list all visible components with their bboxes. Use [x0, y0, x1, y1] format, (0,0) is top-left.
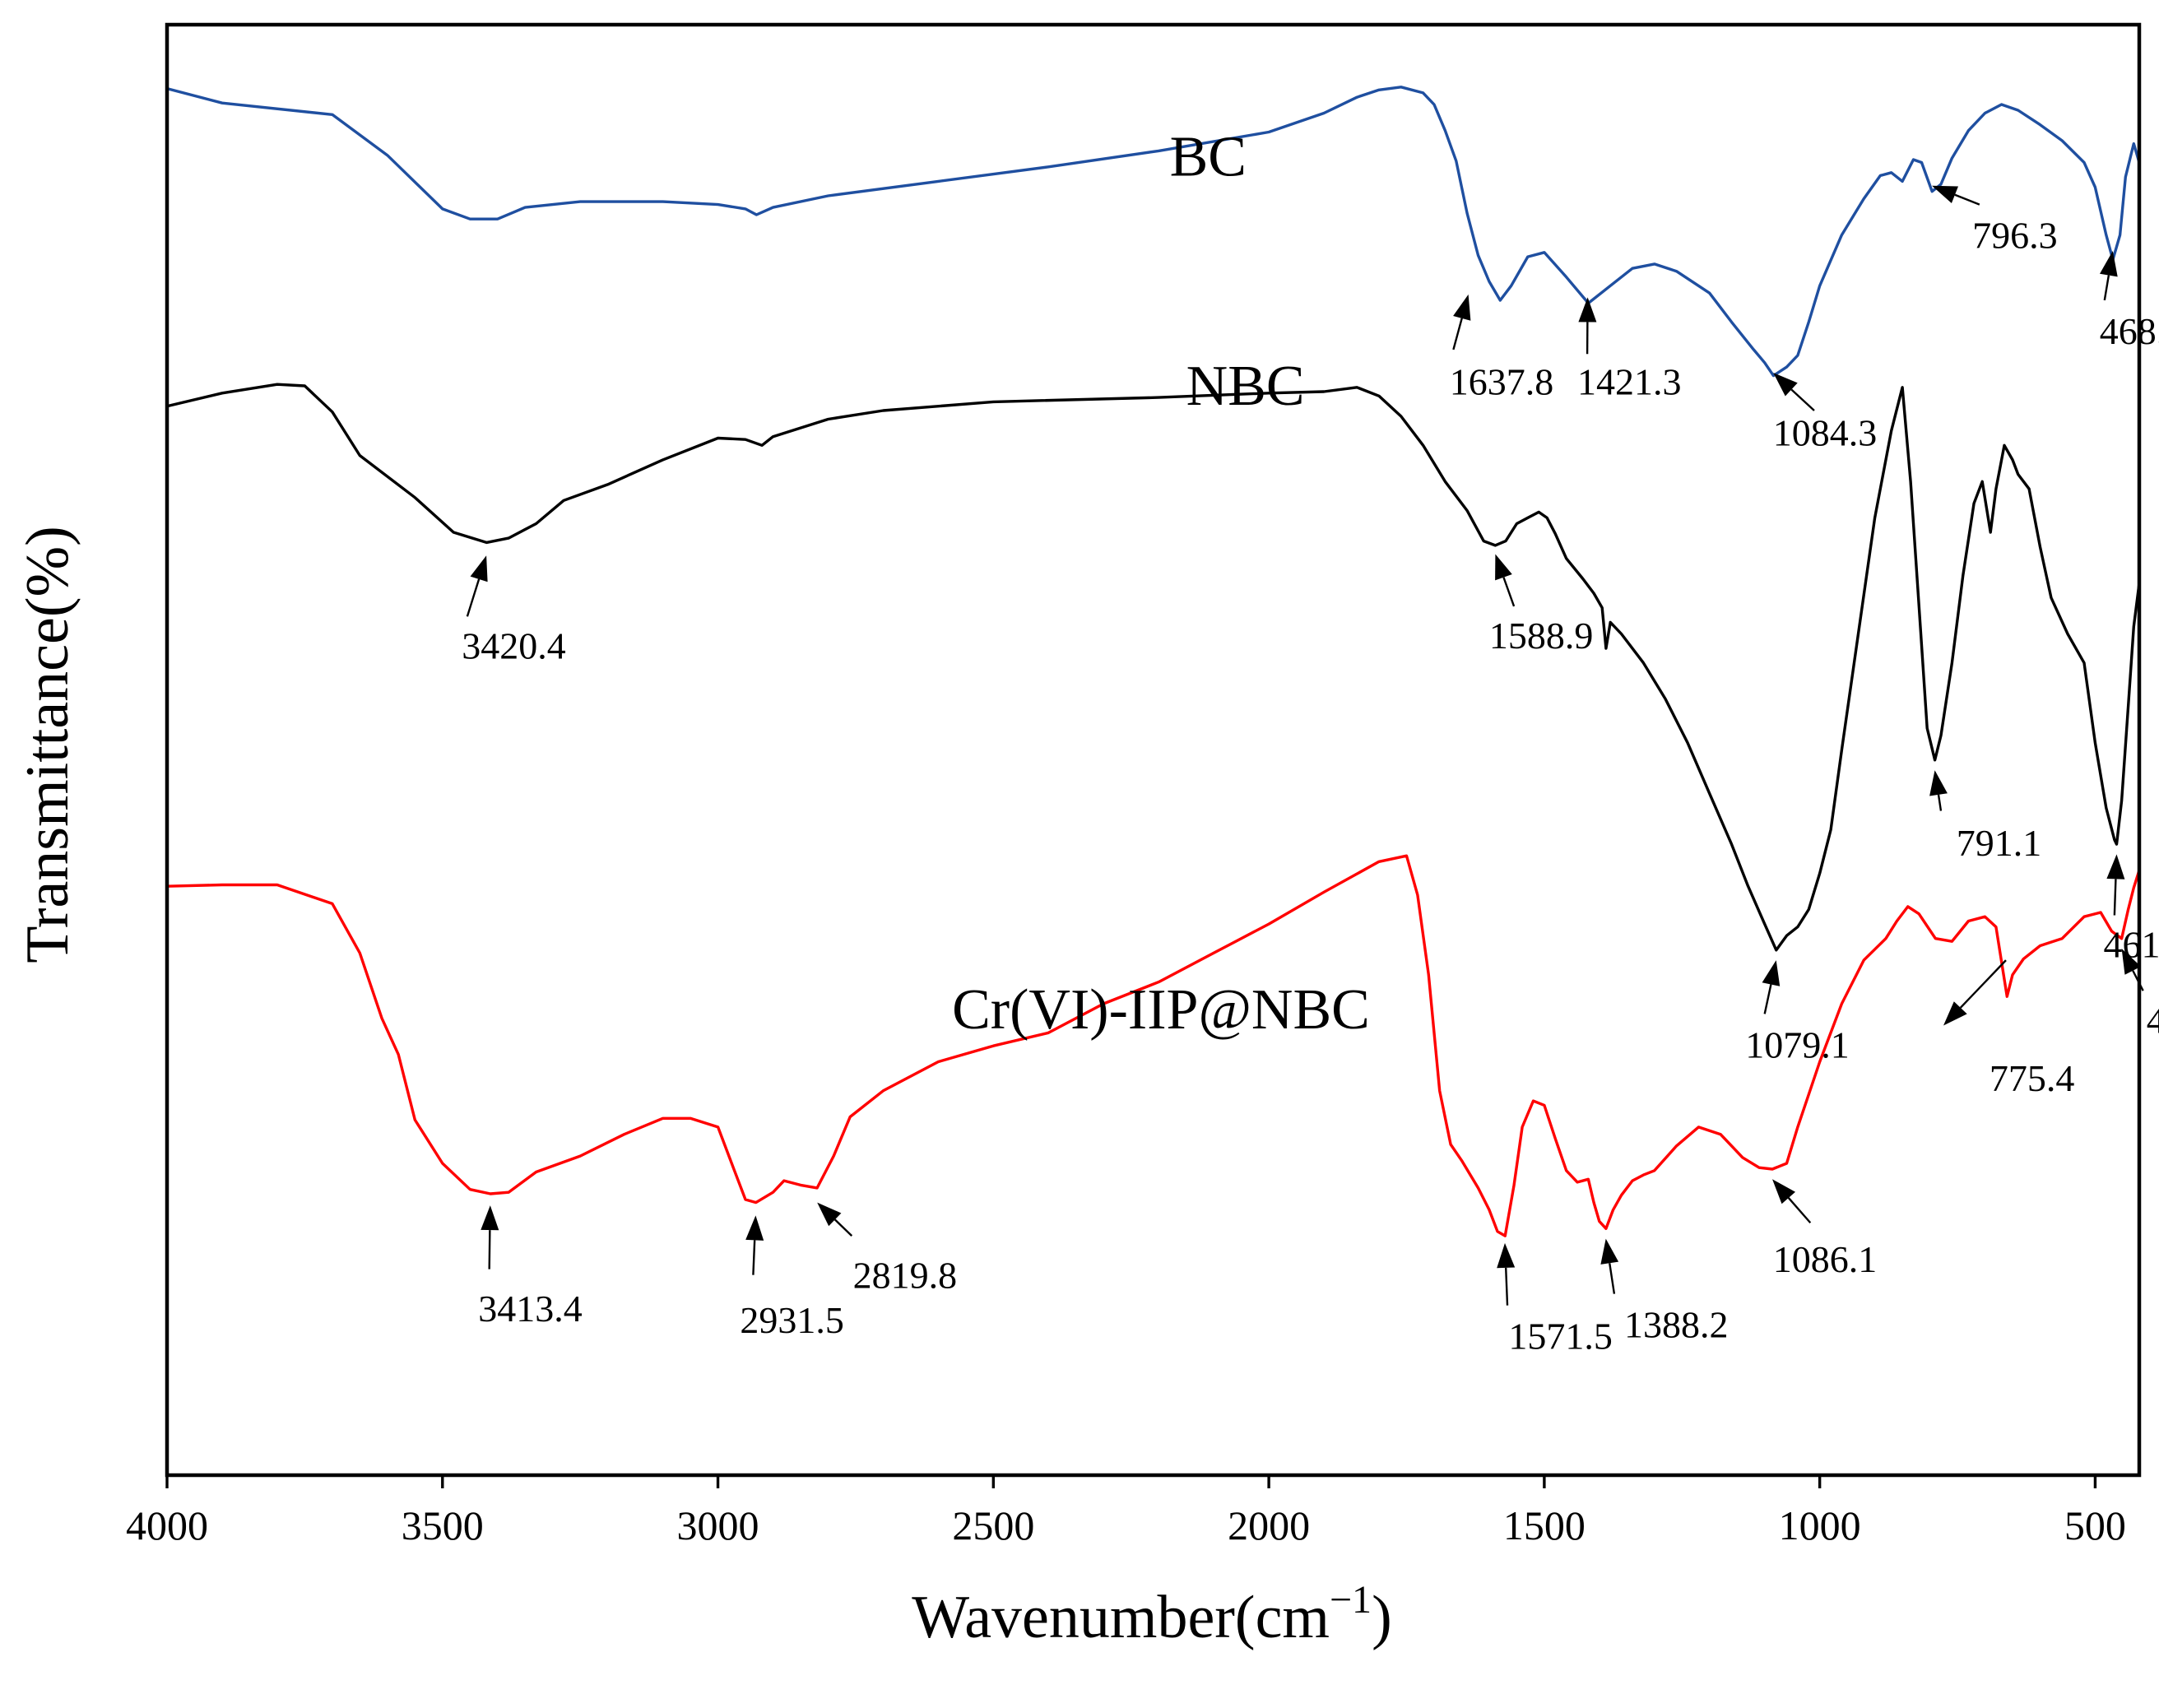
- peak-annotation-0: 1637.8: [1450, 294, 1554, 403]
- peak-label-17: 1086.1: [1773, 1238, 1878, 1280]
- x-tick-label-7: 500: [2064, 1502, 2126, 1548]
- peak-annotation-14: 2819.8: [817, 1202, 958, 1297]
- peak-arrow-shaft-2: [1790, 388, 1815, 411]
- peak-annotation-5: 3420.4: [462, 555, 566, 666]
- peak-label-11: 775.4: [1990, 1057, 2075, 1099]
- peak-label-14: 2819.8: [853, 1255, 958, 1297]
- peak-arrow-shaft-13: [752, 1240, 756, 1275]
- peak-arrow-shaft-16: [1609, 1263, 1616, 1294]
- x-tick-label-6: 1000: [1779, 1502, 1861, 1548]
- x-tick-label-3: 2500: [952, 1502, 1034, 1548]
- x-axis-ticks: 4000 3500 3000 2500 2000 1500 1000 500: [126, 1475, 2126, 1548]
- peak-arrow-head-17: [1772, 1179, 1795, 1204]
- peak-annotation-7: 791.1: [1929, 770, 2041, 864]
- peak-arrow-shaft-11: [1959, 959, 2007, 1009]
- peak-arrow-head-3: [1932, 185, 1958, 203]
- x-tick-label-4: 2000: [1228, 1502, 1310, 1548]
- peak-annotation-8: 461.1: [2103, 854, 2159, 966]
- peak-arrow-shaft-3: [1954, 193, 1980, 206]
- peak-arrow-head-15: [1497, 1242, 1516, 1269]
- peak-label-4: 468.1: [2100, 310, 2159, 352]
- peak-label-10: 451.9: [2147, 999, 2159, 1041]
- peak-label-3: 796.3: [1972, 215, 2058, 257]
- peak-label-1: 1421.3: [1577, 361, 1682, 403]
- peak-arrow-head-7: [1929, 770, 1948, 796]
- x-tick-label-1: 3500: [402, 1502, 484, 1548]
- peak-arrow-shaft-0: [1452, 318, 1463, 350]
- peak-arrow-shaft-4: [2103, 275, 2110, 301]
- series-line-1: [167, 383, 2139, 952]
- peak-arrow-head-14: [817, 1202, 842, 1227]
- series-label-2: Cr(VI)-IIP@NBC: [952, 978, 1370, 1042]
- peak-arrow-head-1: [1578, 297, 1597, 323]
- peak-label-15: 1571.5: [1508, 1316, 1613, 1358]
- peak-annotation-1: 1421.3: [1577, 297, 1682, 403]
- series-label-layer: BC NBC Cr(VI)-IIP@NBC: [952, 125, 1370, 1042]
- series-line-2: [167, 854, 2139, 1237]
- peak-arrow-shaft-14: [833, 1218, 853, 1237]
- peak-arrow-head-12: [481, 1205, 499, 1231]
- peak-annotation-6: 1588.9: [1489, 554, 1594, 657]
- peak-arrow-head-11: [1943, 1001, 1967, 1026]
- x-axis-title-superscript: −1: [1330, 1578, 1372, 1622]
- peak-arrow-head-16: [1600, 1238, 1619, 1265]
- peak-arrow-shaft-17: [1787, 1197, 1812, 1224]
- peak-arrow-shaft-6: [1502, 577, 1516, 607]
- peak-arrow-shaft-5: [466, 578, 481, 617]
- peak-arrow-head-6: [1495, 554, 1512, 581]
- peak-arrow-shaft-7: [1937, 794, 1943, 811]
- peak-arrow-head-13: [745, 1215, 764, 1241]
- x-tick-label-2: 3000: [677, 1502, 759, 1548]
- x-tick-label-0: 4000: [126, 1502, 208, 1548]
- peak-label-12: 3413.4: [478, 1288, 583, 1330]
- x-tick-label-5: 1500: [1503, 1502, 1586, 1548]
- peak-arrow-shaft-9: [1763, 984, 1772, 1014]
- x-axis-title-close: ): [1372, 1584, 1392, 1651]
- annotation-layer: 1637.8 1421.3 1084.3 796.3 468.1 3420.4 1588.9…: [462, 185, 2159, 1358]
- peak-annotation-17: 1086.1: [1772, 1179, 1877, 1280]
- peak-arrow-shaft-15: [1505, 1267, 1509, 1306]
- peak-arrow-head-0: [1453, 294, 1471, 321]
- series-layer: [167, 86, 2139, 1237]
- peak-label-16: 1388.2: [1624, 1304, 1728, 1346]
- peak-label-13: 2931.5: [740, 1299, 844, 1341]
- peak-arrow-head-4: [2100, 251, 2118, 277]
- peak-annotation-4: 468.1: [2100, 251, 2159, 352]
- peak-label-2: 1084.3: [1773, 411, 1878, 453]
- peak-label-7: 791.1: [1957, 822, 2042, 864]
- series-label-0: BC: [1170, 125, 1247, 188]
- x-axis-title-main: Wavenumber(cm: [912, 1584, 1330, 1651]
- y-axis-title: Transmittance(%): [14, 526, 81, 963]
- peak-annotation-13: 2931.5: [740, 1215, 844, 1341]
- peak-label-9: 1079.1: [1745, 1023, 1850, 1065]
- peak-annotation-9: 1079.1: [1745, 960, 1850, 1065]
- peak-annotation-15: 1571.5: [1497, 1242, 1613, 1358]
- series-line-0: [167, 86, 2139, 378]
- peak-annotation-11: 775.4: [1943, 959, 2075, 1099]
- peak-arrow-head-9: [1762, 960, 1781, 986]
- peak-arrow-head-10: [2121, 949, 2142, 975]
- peak-arrow-head-8: [2106, 854, 2125, 880]
- peak-annotation-12: 3413.4: [478, 1205, 583, 1330]
- x-axis-title: Wavenumber(cm−1): [912, 1578, 1391, 1651]
- plot-frame: [165, 22, 2142, 1478]
- peak-label-5: 3420.4: [462, 624, 566, 666]
- peak-annotation-2: 1084.3: [1773, 373, 1878, 453]
- peak-annotation-3: 796.3: [1932, 185, 2058, 257]
- peak-label-0: 1637.8: [1450, 361, 1554, 403]
- peak-arrow-shaft-8: [2113, 879, 2117, 916]
- peak-annotation-16: 1388.2: [1600, 1238, 1728, 1346]
- peak-arrow-head-2: [1773, 373, 1798, 397]
- peak-arrow-head-5: [470, 555, 488, 582]
- peak-label-6: 1588.9: [1489, 615, 1594, 657]
- series-label-1: NBC: [1186, 355, 1305, 418]
